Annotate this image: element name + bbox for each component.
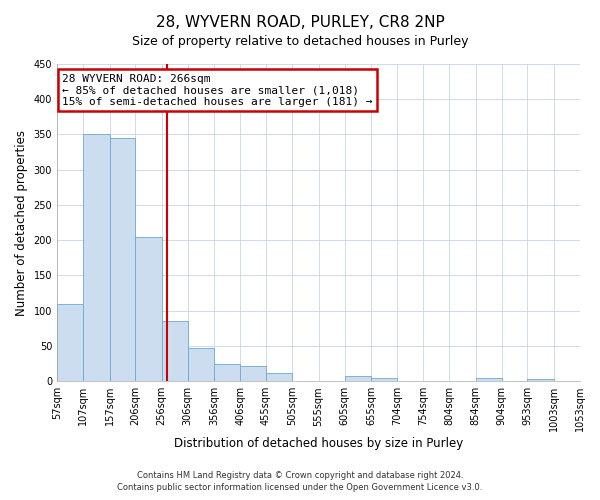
Bar [83, 134, 110, 381]
Bar [57, 304, 83, 381]
Y-axis label: Number of detached properties: Number of detached properties [15, 130, 28, 316]
Bar [188, 348, 214, 381]
Bar [476, 378, 502, 381]
Bar [161, 322, 188, 381]
Bar [110, 138, 135, 381]
Bar [214, 364, 240, 381]
Bar [266, 372, 292, 381]
Bar [240, 366, 266, 381]
Bar [527, 379, 554, 381]
Text: 28 WYVERN ROAD: 266sqm
← 85% of detached houses are smaller (1,018)
15% of semi-: 28 WYVERN ROAD: 266sqm ← 85% of detached… [62, 74, 373, 106]
Bar [345, 376, 371, 381]
Bar [135, 236, 161, 381]
Bar [371, 378, 397, 381]
Text: Contains HM Land Registry data © Crown copyright and database right 2024.
Contai: Contains HM Land Registry data © Crown c… [118, 471, 482, 492]
X-axis label: Distribution of detached houses by size in Purley: Distribution of detached houses by size … [174, 437, 463, 450]
Bar [580, 379, 600, 381]
Text: 28, WYVERN ROAD, PURLEY, CR8 2NP: 28, WYVERN ROAD, PURLEY, CR8 2NP [155, 15, 445, 30]
Text: Size of property relative to detached houses in Purley: Size of property relative to detached ho… [132, 35, 468, 48]
